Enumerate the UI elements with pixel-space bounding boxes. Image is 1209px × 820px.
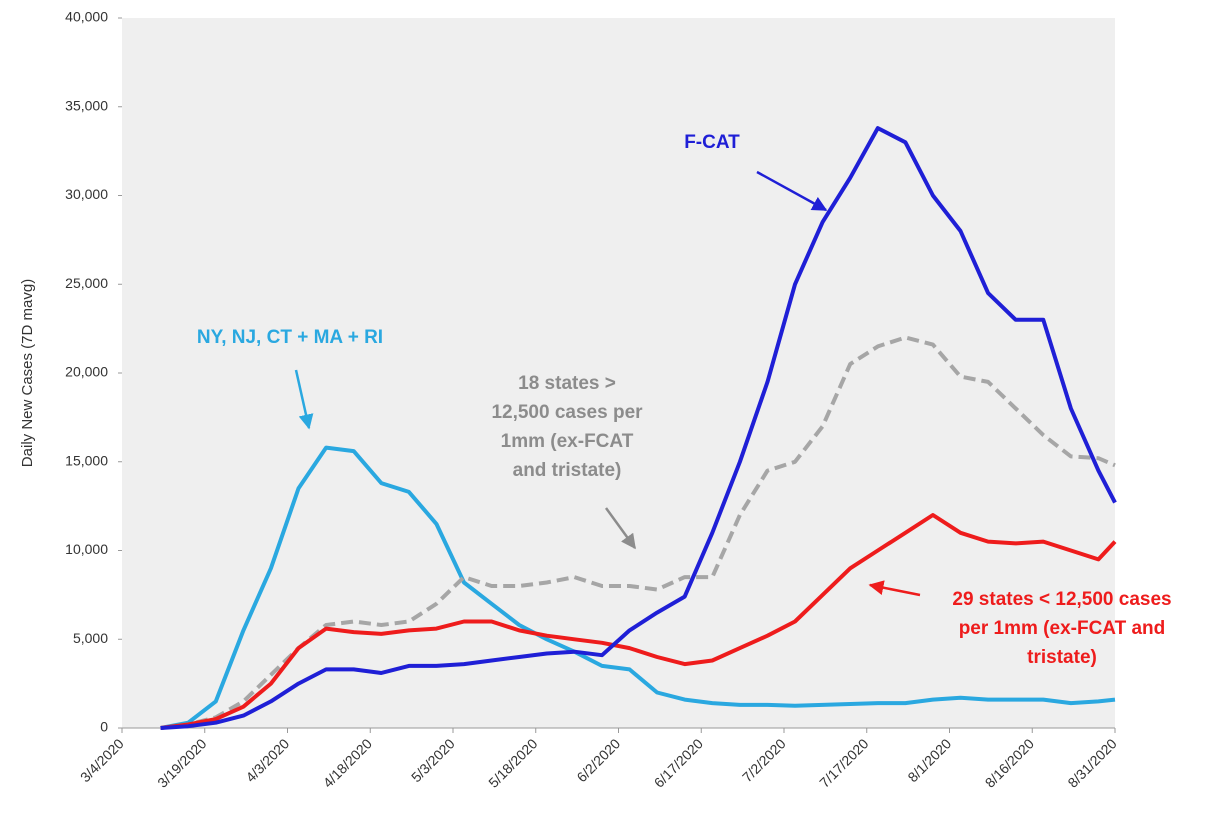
annotation: F-CAT xyxy=(684,132,740,153)
y-tick-label: 30,000 xyxy=(65,186,108,202)
series-line xyxy=(160,445,1116,730)
y-tick-label: 0 xyxy=(100,719,108,735)
x-tick-label: 8/31/2020 xyxy=(1064,735,1120,791)
annotation: 12,500 cases per xyxy=(491,402,643,423)
annotation: and tristate) xyxy=(513,460,622,481)
annotation: per 1mm (ex-FCAT and xyxy=(959,618,1166,639)
x-tick-label: 4/18/2020 xyxy=(320,735,376,791)
annotation-arrow xyxy=(756,170,828,212)
y-tick-label: 15,000 xyxy=(65,452,108,468)
y-tick-label: 20,000 xyxy=(65,364,108,380)
annotation: 1mm (ex-FCAT xyxy=(501,431,634,452)
x-tick-label: 5/3/2020 xyxy=(408,735,458,785)
y-tick-label: 35,000 xyxy=(65,97,108,113)
annotation: tristate) xyxy=(1027,647,1097,668)
x-tick-label: 6/17/2020 xyxy=(651,735,707,791)
plot-area xyxy=(122,18,1115,728)
x-tick-label: 8/16/2020 xyxy=(982,735,1038,791)
x-tick-label: 3/4/2020 xyxy=(77,735,127,785)
y-tick-label: 25,000 xyxy=(65,275,108,291)
y-tick-label: 10,000 xyxy=(65,541,108,557)
y-tick-label: 40,000 xyxy=(65,9,108,25)
annotation: 18 states > xyxy=(518,373,616,394)
annotation-arrow xyxy=(868,580,921,597)
x-tick-label: 7/17/2020 xyxy=(816,735,872,791)
annotation-arrow xyxy=(604,507,637,550)
x-tick-label: 5/18/2020 xyxy=(485,735,541,791)
y-axis-label: Daily New Cases (7D mavg) xyxy=(19,279,36,467)
x-tick-label: 3/19/2020 xyxy=(154,735,210,791)
annotation-arrow xyxy=(294,369,314,430)
x-tick-label: 8/1/2020 xyxy=(904,735,954,785)
annotation: NY, NJ, CT + MA + RI xyxy=(197,327,383,348)
x-tick-label: 6/2/2020 xyxy=(573,735,623,785)
series-line xyxy=(160,335,1116,730)
x-tick-label: 4/3/2020 xyxy=(242,735,292,785)
series-line xyxy=(160,126,1117,730)
y-tick-label: 5,000 xyxy=(73,630,108,646)
annotation: 29 states < 12,500 cases xyxy=(952,589,1171,610)
series-line xyxy=(160,513,1117,730)
x-tick-label: 7/2/2020 xyxy=(739,735,789,785)
